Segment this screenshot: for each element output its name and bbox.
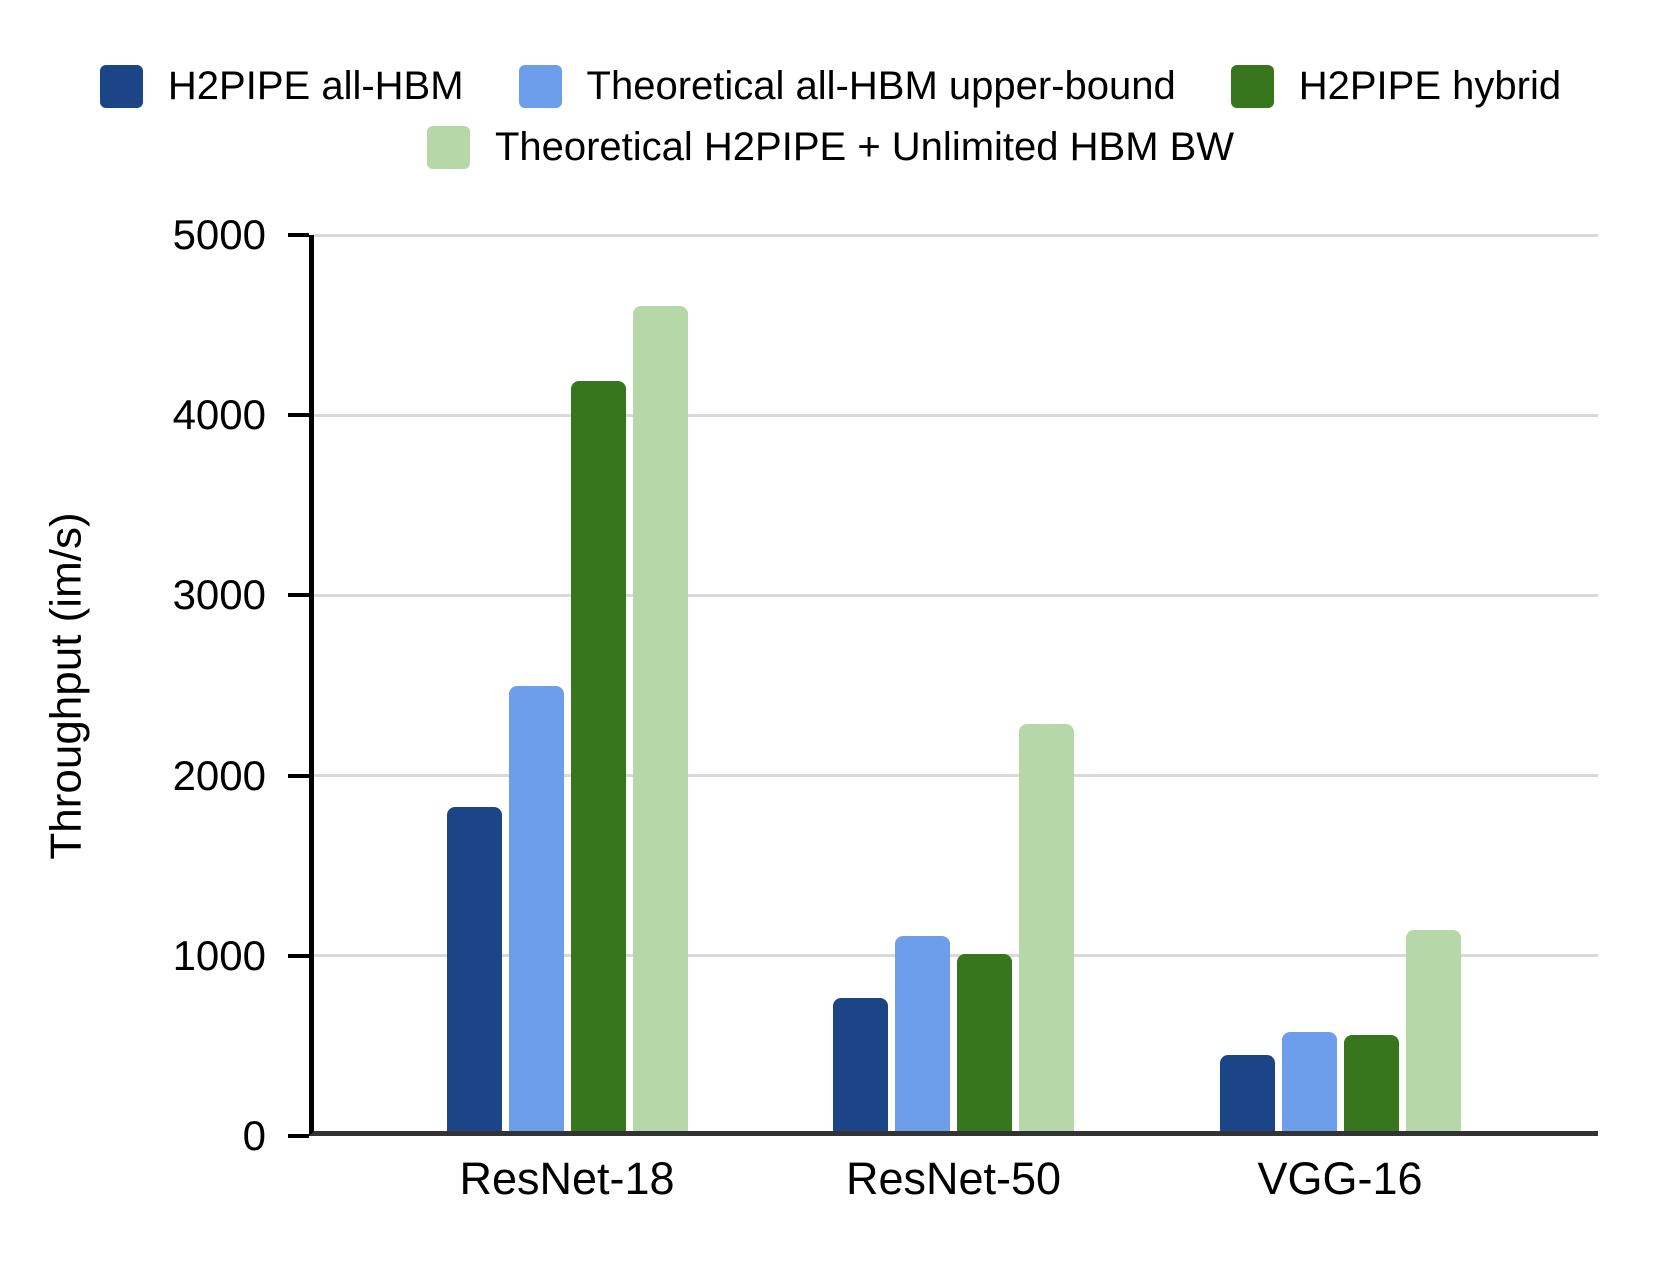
bar <box>508 685 564 1131</box>
y-tick-mark <box>288 413 309 418</box>
plot-area: 0 1000 2000 3000 4000 5000 <box>173 211 1598 1159</box>
legend-label: Theoretical H2PIPE + Unlimited HBM BW <box>494 125 1235 169</box>
y-tick-label: 4000 <box>172 391 266 439</box>
y-axis-title-wrap: Throughput (im/s) <box>22 235 112 1136</box>
legend-item: H2PIPE hybrid <box>1230 64 1562 108</box>
bar <box>833 997 888 1131</box>
legend-item: Theoretical all-HBM upper-bound <box>518 64 1176 108</box>
bar <box>570 381 626 1131</box>
bar <box>446 806 502 1131</box>
bar-group-vgg-16 <box>1219 930 1461 1131</box>
bar <box>1405 930 1461 1131</box>
legend-swatch <box>426 125 470 169</box>
y-tick-label: 0 <box>242 1112 266 1159</box>
gridline <box>314 413 1598 417</box>
legend-row: Theoretical H2PIPE + Unlimited HBM BW <box>0 125 1661 169</box>
bar <box>632 305 688 1131</box>
legend-label: H2PIPE hybrid <box>1298 64 1562 108</box>
x-category-label: ResNet-50 <box>845 1153 1062 1204</box>
bar-group-resnet-18 <box>446 305 688 1131</box>
x-category-label: VGG-16 <box>1257 1153 1423 1204</box>
legend-item: Theoretical H2PIPE + Unlimited HBM BW <box>426 125 1235 169</box>
bar <box>1019 723 1074 1131</box>
y-tick-mark <box>288 773 309 778</box>
legend-label: H2PIPE all-HBM <box>167 64 464 108</box>
y-tick-mark <box>288 953 309 958</box>
legend-swatch <box>99 64 143 108</box>
bar <box>895 936 950 1131</box>
legend-item: H2PIPE all-HBM <box>99 64 464 108</box>
legend-swatch <box>518 64 562 108</box>
gridline <box>314 774 1598 778</box>
bar <box>1281 1031 1337 1131</box>
y-tick-mark <box>288 1134 309 1138</box>
gridline <box>314 233 1598 237</box>
bar <box>1343 1034 1399 1131</box>
bar-group-resnet-50 <box>833 723 1074 1131</box>
legend-row: H2PIPE all-HBM Theoretical all-HBM upper-… <box>0 64 1661 108</box>
y-tick-label: 5000 <box>172 211 266 258</box>
x-category-label: ResNet-18 <box>459 1153 675 1204</box>
y-tick-label: 1000 <box>172 931 266 979</box>
y-tick-label: 3000 <box>172 571 266 619</box>
gridline <box>314 593 1598 597</box>
bar <box>1219 1055 1275 1131</box>
legend-label: Theoretical all-HBM upper-bound <box>586 64 1176 108</box>
bar <box>957 953 1012 1131</box>
chart-legend: H2PIPE all-HBM Theoretical all-HBM upper-… <box>0 64 1661 186</box>
gridline <box>314 954 1598 958</box>
legend-swatch <box>1230 64 1274 108</box>
y-tick-label: 2000 <box>172 751 266 799</box>
y-tick-mark <box>288 233 309 237</box>
y-tick-mark <box>288 593 309 598</box>
y-axis-title: Throughput (im/s) <box>42 511 92 860</box>
